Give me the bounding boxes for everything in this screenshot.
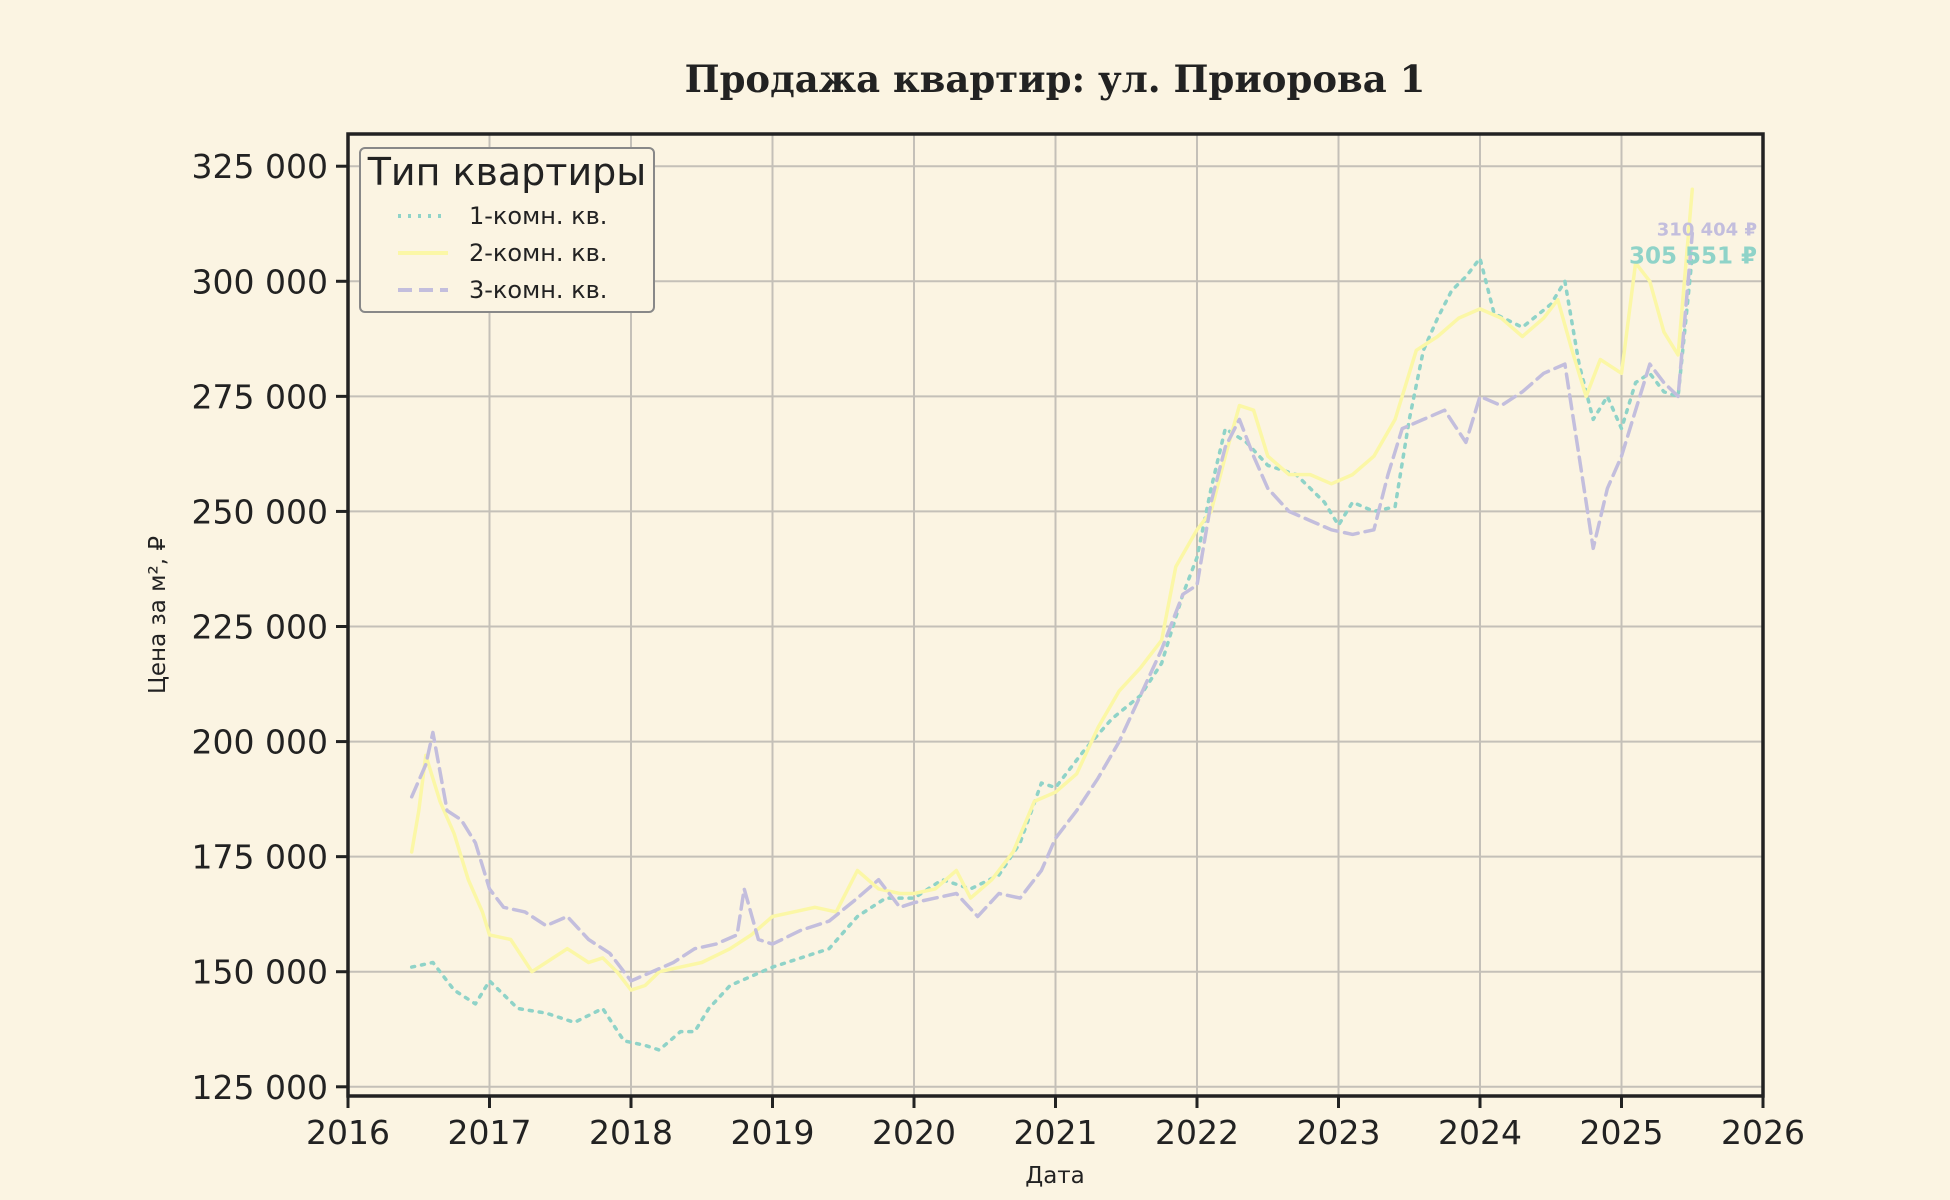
x-tick-label: 2025 <box>1580 1113 1664 1152</box>
x-tick-label: 2017 <box>448 1113 532 1152</box>
x-tick-label: 2022 <box>1155 1113 1239 1152</box>
y-tick-label: 175 000 <box>192 838 328 877</box>
y-tick-label: 125 000 <box>192 1068 328 1107</box>
x-tick-label: 2016 <box>306 1113 390 1152</box>
legend-items: 1-комн. кв. 2-комн. кв. 3-комн. кв. <box>398 202 607 304</box>
x-tick-label: 2023 <box>1297 1113 1381 1152</box>
series-line-2 <box>409 187 1695 992</box>
y-tick-label: 200 000 <box>192 723 328 762</box>
x-tick-label: 2026 <box>1721 1113 1805 1152</box>
series-layer <box>409 187 1695 1052</box>
x-tick-label: 2020 <box>872 1113 956 1152</box>
series-line-3 <box>409 231 1695 983</box>
legend-item-label: 1-комн. кв. <box>469 202 607 230</box>
y-tick-label: 275 000 <box>192 377 328 416</box>
legend-item-label: 2-комн. кв. <box>469 239 607 267</box>
legend-item-label: 3-комн. кв. <box>469 276 607 304</box>
y-tick-label: 300 000 <box>192 262 328 301</box>
chart-title: Продажа квартир: ул. Приорова 1 <box>685 57 1426 101</box>
end-labels: 310 404 ₽ 305 551 ₽ <box>1629 219 1757 269</box>
y-tick-label: 325 000 <box>192 147 328 186</box>
axis-ticks: 2016 2017 2018 2019 2020 2021 2022 2023 2024 2025… <box>192 147 1805 1152</box>
x-tick-label: 2021 <box>1014 1113 1098 1152</box>
y-tick-label: 150 000 <box>192 953 328 992</box>
series-line-1 <box>409 253 1695 1052</box>
x-axis-label: Дата <box>1025 1163 1085 1189</box>
legend: Тип квартиры 1-комн. кв. 2-комн. кв. 3-ком… <box>359 147 655 313</box>
y-axis-label: Цена за м², ₽ <box>145 536 171 694</box>
legend-box <box>359 147 655 313</box>
y-tick-label: 250 000 <box>192 492 328 531</box>
x-tick-label: 2018 <box>589 1113 673 1152</box>
x-tick-label: 2024 <box>1438 1113 1522 1152</box>
end-value-label: 305 551 ₽ <box>1629 244 1757 270</box>
y-tick-label: 225 000 <box>192 608 328 647</box>
x-tick-label: 2019 <box>731 1113 815 1152</box>
end-value-label: 310 404 ₽ <box>1657 219 1757 240</box>
legend-title: Тип квартиры <box>367 150 647 194</box>
